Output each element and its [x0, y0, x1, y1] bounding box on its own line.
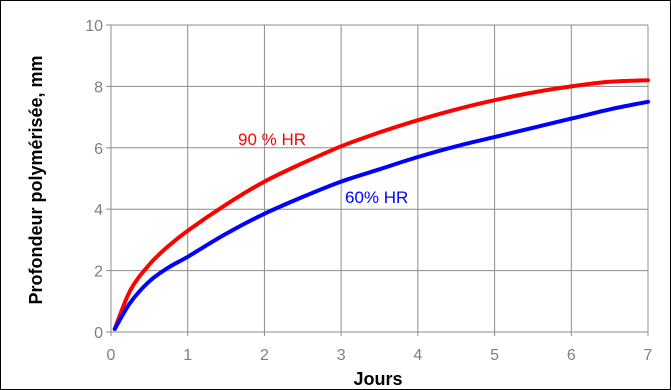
x-tick-label: 5	[490, 347, 499, 364]
y-tick-label: 2	[94, 264, 103, 281]
series-label-90-hr: 90 % HR	[238, 130, 306, 149]
x-tick-label: 7	[644, 347, 653, 364]
y-tick-label: 8	[94, 79, 103, 96]
series-line-90-hr	[112, 78, 650, 331]
y-axis-title: Profondeur polymérisée, mm	[26, 55, 46, 304]
y-tick-label: 6	[94, 141, 103, 158]
x-tick-label: 3	[337, 347, 346, 364]
x-tick-label: 1	[183, 347, 192, 364]
x-tick-label: 0	[107, 347, 116, 364]
series-label-60-hr: 60% HR	[345, 188, 408, 207]
tick-labels: 0 1 2 3 4 5 6 7 0 2 4 6 8 10	[85, 18, 652, 364]
x-tick-label: 4	[413, 347, 422, 364]
series-line-60-hr	[112, 99, 650, 331]
x-tick-label: 2	[260, 347, 269, 364]
x-tick-label: 6	[567, 347, 576, 364]
y-tick-label: 0	[94, 325, 103, 342]
y-tick-label: 10	[85, 18, 103, 35]
series-layer	[112, 78, 650, 331]
grid-layer	[106, 24, 649, 336]
y-tick-label: 4	[94, 202, 103, 219]
x-axis-title: Jours	[353, 369, 402, 389]
